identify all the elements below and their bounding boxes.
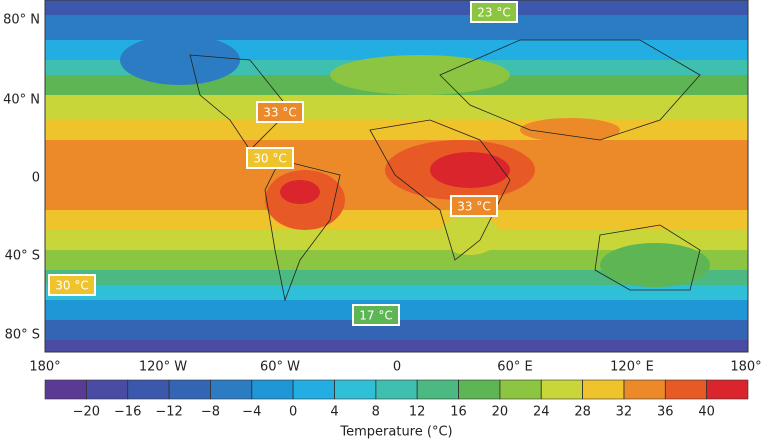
annotation: 33 °C: [457, 200, 490, 214]
colorbar-swatch: [416, 379, 459, 400]
colorbar-tick-label: 4: [330, 405, 338, 420]
colorbar-tick-label: 24: [533, 405, 550, 420]
colorbar-tick-label: −4: [242, 405, 261, 420]
colorbar-tick-label: −16: [114, 405, 141, 420]
latitude-label: 0: [32, 171, 40, 186]
colorbar-tick-label: 40: [698, 405, 715, 420]
annotation-box: [256, 101, 304, 123]
colorbar-tick-label: 36: [657, 405, 674, 420]
colorbar-swatch: [334, 379, 377, 400]
colorbar-swatch: [664, 379, 707, 400]
colorbar-tick-label: −8: [201, 405, 220, 420]
colorbar-swatch: [127, 379, 170, 400]
annotation-box: [246, 147, 294, 169]
colorbar-swatch: [86, 379, 129, 400]
longitude-label: 120° W: [139, 360, 187, 375]
colorbar-tick-label: 20: [492, 405, 509, 420]
colorbar-swatch: [292, 379, 335, 400]
colorbar-swatch: [623, 379, 666, 400]
latitude-label: 40° S: [5, 249, 40, 264]
colorbar-swatch: [499, 379, 542, 400]
longitude-label: 180°: [730, 360, 761, 375]
colorbar-tick-label: −20: [73, 405, 100, 420]
temperature-map: [45, 0, 748, 352]
map-frame: [44, 0, 749, 353]
colorbar-swatch: [168, 379, 211, 400]
longitude-label: 120° E: [610, 360, 654, 375]
latitude-label: 80° S: [5, 328, 40, 343]
colorbar-tick-label: 12: [409, 405, 426, 420]
colorbar-label: Temperature (°C): [339, 425, 452, 440]
colorbar-tick-label: 32: [616, 405, 633, 420]
colorbar-swatch: [706, 379, 749, 400]
colorbar-swatch: [540, 379, 583, 400]
colorbar-swatch: [44, 379, 87, 400]
colorbar-tick-label: 16: [450, 405, 467, 420]
annotation: 23 °C: [477, 6, 510, 20]
annotation: 30 °C: [55, 279, 88, 293]
annotation-box: [450, 195, 498, 217]
colorbar-swatch: [582, 379, 625, 400]
colorbar-swatch: [375, 379, 418, 400]
annotation: 33 °C: [263, 106, 296, 120]
colorbar-tick-label: −12: [155, 405, 182, 420]
colorbar-tick-label: 28: [574, 405, 591, 420]
colorbar-tick-label: 0: [289, 405, 297, 420]
latitude-label: 40° N: [3, 93, 40, 108]
colorbar-swatch: [458, 379, 501, 400]
longitude-label: 60° E: [497, 360, 532, 375]
annotation-box: [352, 304, 400, 326]
annotation-box: [470, 1, 518, 23]
latitude-label: 80° N: [3, 13, 40, 28]
colorbar-tick-label: 8: [372, 405, 380, 420]
colorbar-swatch: [251, 379, 294, 400]
longitude-label: 0: [393, 360, 401, 375]
annotation: 17 °C: [359, 309, 392, 323]
longitude-label: 180°: [29, 360, 60, 375]
longitude-label: 60° W: [260, 360, 300, 375]
annotation-box: [48, 274, 96, 296]
annotation: 30 °C: [253, 152, 286, 166]
colorbar-swatch: [210, 379, 253, 400]
